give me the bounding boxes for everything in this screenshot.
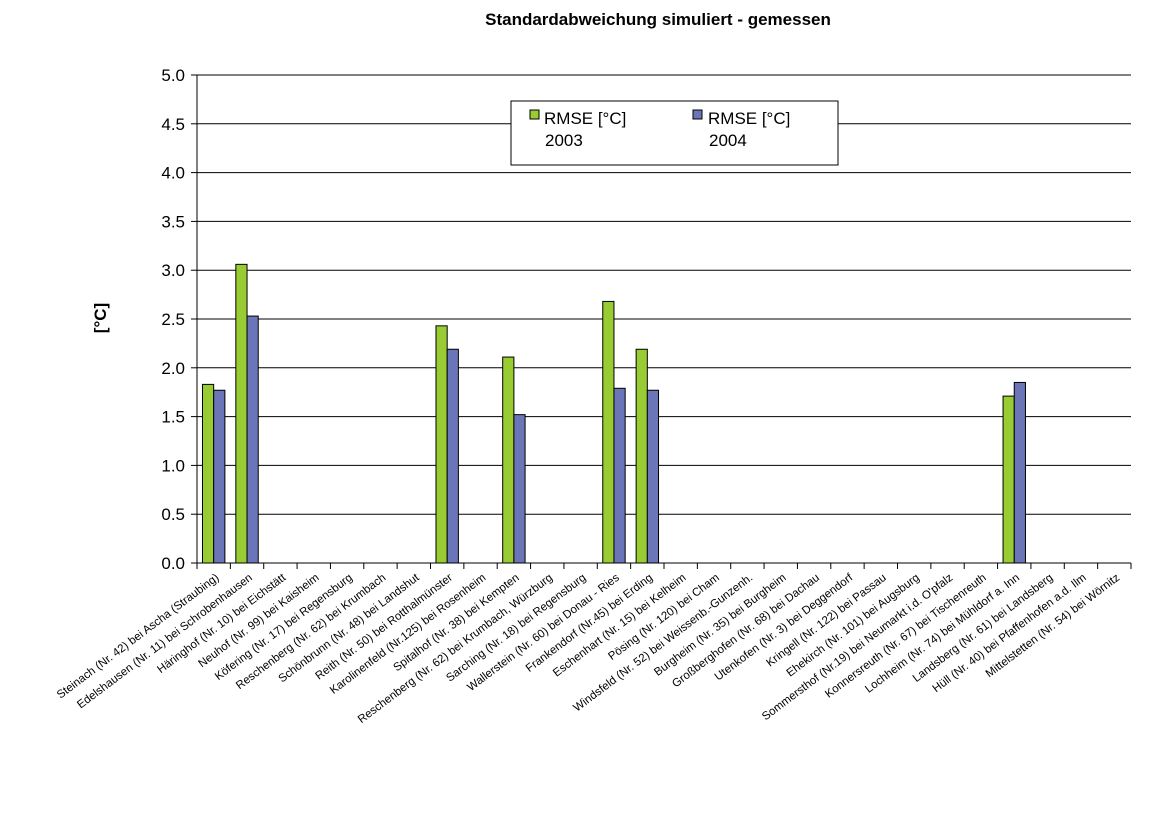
legend-box xyxy=(510,100,839,166)
y-tick-label: 2.0 xyxy=(161,359,185,378)
y-tick-label: 0.0 xyxy=(161,554,185,573)
y-tick-label: 1.0 xyxy=(161,456,185,475)
bars xyxy=(201,263,1026,564)
y-tick-label: 1.5 xyxy=(161,408,185,427)
chart-title: Standardabweichung simuliert - gemessen xyxy=(485,10,831,29)
legend-label: 2004 xyxy=(709,131,747,150)
y-tick-label: 3.0 xyxy=(161,261,185,280)
axes xyxy=(191,74,1132,569)
bar xyxy=(1013,381,1026,564)
bar xyxy=(435,325,448,564)
y-axis-label: [°C] xyxy=(91,303,110,333)
y-tick-labels: 0.0 0.5 1.0 1.5 2.0 2.5 3.0 3.5 4.0 4.5 5.0 xyxy=(161,66,185,573)
legend-swatch xyxy=(692,109,703,120)
legend-swatch xyxy=(529,109,540,120)
bar xyxy=(646,389,660,564)
bar xyxy=(235,263,248,564)
bar xyxy=(201,383,215,564)
legend-label: RMSE [°C] xyxy=(544,109,626,128)
y-tick-label: 5.0 xyxy=(161,66,185,85)
x-tick-labels: Steinach (Nr. 42) bei Ascha (Straubing)E… xyxy=(55,571,1122,726)
y-tick-label: 0.5 xyxy=(161,505,185,524)
bar xyxy=(635,348,648,564)
bar xyxy=(213,389,226,564)
bar xyxy=(513,414,526,564)
bar xyxy=(602,300,615,564)
legend-label: 2003 xyxy=(545,131,583,150)
bar xyxy=(246,315,259,564)
y-tick-label: 3.5 xyxy=(161,212,185,231)
legend: RMSE [°C] 2003 RMSE [°C] 2004 xyxy=(510,100,839,166)
bar xyxy=(446,348,459,564)
bar xyxy=(1002,395,1015,564)
y-tick-label: 2.5 xyxy=(161,310,185,329)
legend-label: RMSE [°C] xyxy=(708,109,790,128)
bar xyxy=(613,387,626,564)
y-tick-label: 4.0 xyxy=(161,164,185,183)
y-tick-label: 4.5 xyxy=(161,115,185,134)
bar xyxy=(502,356,515,564)
